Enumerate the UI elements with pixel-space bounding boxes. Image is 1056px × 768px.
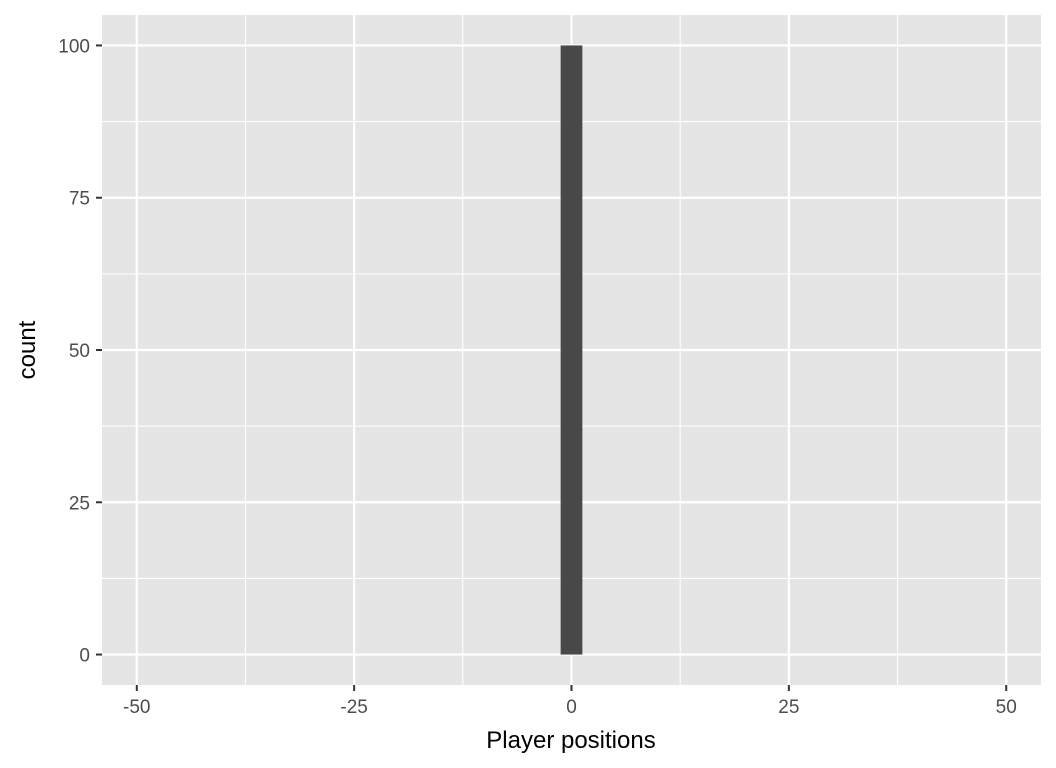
- y-tick-label: 0: [79, 646, 90, 667]
- x-axis-title: Player positions: [486, 727, 655, 754]
- y-tick-label: 75: [69, 189, 90, 210]
- y-axis-title: count: [14, 320, 41, 379]
- x-tick-label: 0: [566, 697, 577, 718]
- y-tick-label: 50: [69, 341, 90, 362]
- y-axis: 0 25 50 75 100: [58, 36, 102, 667]
- y-tick-label: 100: [58, 36, 90, 57]
- x-tick-label: 50: [996, 697, 1017, 718]
- x-tick-label: 25: [778, 697, 799, 718]
- histogram-bar: [560, 45, 583, 655]
- x-axis: -50 -25 0 25 50: [123, 685, 1017, 718]
- y-tick-label: 25: [69, 493, 90, 514]
- histogram-bars: [560, 45, 583, 655]
- x-tick-label: -25: [340, 697, 367, 718]
- x-tick-label: -50: [123, 697, 150, 718]
